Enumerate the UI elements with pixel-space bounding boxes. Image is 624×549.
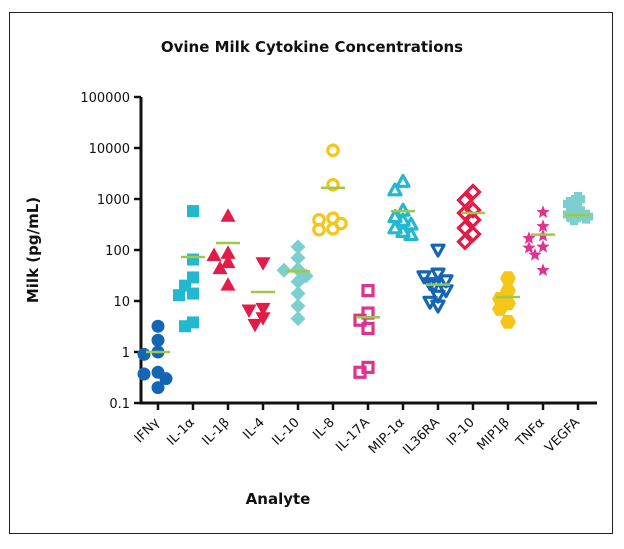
data-point [403, 227, 419, 242]
data-point [536, 239, 550, 253]
data-point [187, 287, 199, 300]
x-tick-label: IL-17A [333, 415, 373, 455]
data-point [464, 201, 482, 219]
data-point [187, 253, 199, 266]
x-tick-label: IL-1β [200, 415, 233, 448]
data-point [395, 173, 411, 188]
data-point [137, 367, 151, 381]
data-point [159, 372, 173, 386]
data-point [276, 262, 292, 278]
x-tick-label: IL-8 [310, 415, 337, 442]
y-tick-label: 100 [105, 244, 130, 259]
data-point [456, 233, 474, 251]
data-point [212, 260, 228, 275]
data-point [464, 225, 482, 243]
data-point [426, 279, 442, 294]
data-point [361, 283, 375, 298]
data-point [255, 312, 271, 326]
data-point [438, 274, 454, 289]
data-point [326, 222, 340, 236]
y-tick-label: 10000 [89, 142, 130, 157]
data-point [464, 183, 482, 201]
x-tick-label: IFNγ [132, 415, 163, 446]
data-point [255, 257, 271, 271]
data-point [500, 314, 516, 329]
x-axis-label: Analyte [245, 490, 311, 508]
data-point [430, 243, 446, 258]
x-tick-label: IL36RA [400, 415, 443, 458]
data-point [206, 247, 222, 261]
data-point [151, 381, 165, 395]
data-point [290, 274, 306, 290]
data-point [290, 250, 306, 266]
y-tick-label: 0.1 [109, 397, 130, 412]
data-point [247, 318, 263, 333]
x-tick-label: IP-10 [444, 415, 478, 449]
data-point [312, 222, 326, 237]
data-point [528, 247, 542, 261]
data-point [522, 231, 536, 244]
data-point [579, 209, 593, 224]
x-tick-label: IL-4 [240, 415, 267, 442]
data-point [395, 223, 411, 238]
data-point [137, 347, 151, 361]
data-point [255, 302, 271, 317]
chart-title: Ovine Milk Cytokine Concentrations [160, 38, 464, 56]
data-point [492, 301, 508, 316]
data-point [220, 208, 236, 222]
data-point [387, 220, 403, 235]
y-tick-label: 1000 [97, 193, 130, 208]
data-point [326, 177, 340, 192]
data-point [290, 286, 306, 302]
data-point [326, 143, 340, 158]
data-point [179, 320, 191, 333]
x-tick-label: IL-10 [270, 415, 303, 448]
data-point [290, 298, 306, 314]
data-point [220, 277, 236, 291]
x-tick-label: MIP-1α [366, 415, 408, 457]
data-point [187, 205, 199, 218]
y-tick-label: 10 [113, 295, 130, 310]
data-point [353, 313, 367, 327]
data-point [220, 245, 236, 259]
y-tick-label: 100000 [80, 91, 130, 106]
data-point [387, 182, 403, 197]
x-tick-label: VEGFA [542, 415, 583, 456]
data-point [220, 254, 236, 269]
y-tick-label: 1 [122, 346, 130, 361]
data-point [151, 333, 165, 347]
data-point [361, 321, 375, 336]
data-point [290, 239, 306, 255]
data-point [241, 304, 257, 319]
data-point [522, 240, 536, 254]
data-point [353, 365, 367, 379]
data-point [536, 219, 550, 233]
x-tick-label: IL-1α [164, 415, 198, 449]
data-point [500, 271, 516, 286]
data-point [536, 205, 550, 218]
data-point [430, 299, 446, 314]
data-point [290, 311, 306, 327]
x-tick-label: MIP1β [474, 415, 513, 454]
data-point [536, 263, 550, 276]
data-point [151, 319, 165, 333]
chart-frame [9, 12, 613, 534]
data-point [173, 289, 185, 302]
